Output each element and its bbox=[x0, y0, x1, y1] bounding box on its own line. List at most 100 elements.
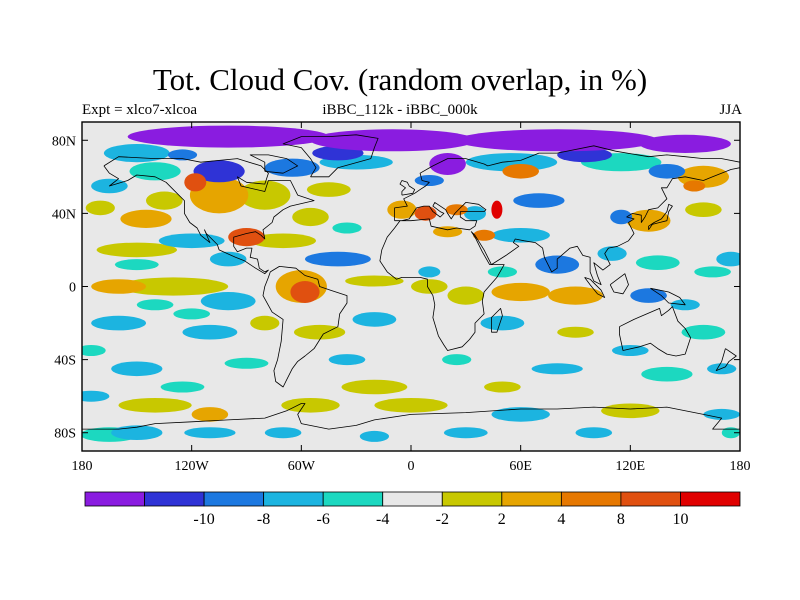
anomaly-region bbox=[182, 324, 238, 340]
anomaly-region bbox=[414, 206, 437, 221]
colorbar-swatch bbox=[84, 491, 145, 507]
colorbar-swatch bbox=[322, 491, 384, 507]
colorbar-swatch bbox=[560, 491, 622, 507]
coastline-greenland bbox=[282, 134, 379, 178]
anomaly-region bbox=[374, 398, 448, 413]
anomaly-region bbox=[491, 228, 550, 243]
colorbar-label: 4 bbox=[557, 511, 565, 528]
anomaly-region bbox=[264, 158, 320, 177]
anomaly-region bbox=[332, 222, 362, 234]
coastline-great-britain bbox=[399, 180, 416, 196]
anomaly-region bbox=[224, 357, 269, 369]
anomaly-region bbox=[445, 204, 468, 216]
colorbar-swatch bbox=[203, 491, 265, 507]
anomaly-region bbox=[82, 345, 106, 356]
anomaly-region bbox=[703, 408, 740, 420]
lat-tick-label: 40S bbox=[54, 354, 76, 369]
anomaly-region bbox=[345, 275, 404, 287]
anomaly-region bbox=[91, 315, 146, 331]
coastlines bbox=[82, 134, 740, 430]
anomaly-region bbox=[136, 299, 174, 311]
colorbar-label: -2 bbox=[436, 511, 449, 528]
anomaly-region bbox=[305, 251, 371, 267]
coastline-madagascar bbox=[491, 308, 503, 333]
anomaly-region bbox=[630, 288, 667, 303]
anomaly-field bbox=[82, 125, 740, 442]
anomaly-region bbox=[359, 430, 389, 442]
anomaly-region bbox=[610, 209, 633, 225]
anomaly-region bbox=[531, 363, 583, 375]
anomaly-region bbox=[612, 345, 649, 356]
map-title: Tot. Cloud Cov. (random overlap, in %) bbox=[152, 62, 648, 97]
anomaly-region bbox=[597, 246, 627, 261]
anomaly-region bbox=[146, 191, 183, 210]
lon-tick-label: 120W bbox=[175, 459, 210, 474]
anomaly-region bbox=[193, 160, 245, 183]
anomaly-region bbox=[209, 251, 247, 267]
anomaly-region bbox=[635, 255, 680, 270]
anomaly-region bbox=[184, 427, 236, 439]
lon-tick-label: 60W bbox=[288, 459, 316, 474]
colorbar-swatch bbox=[441, 491, 503, 507]
anomaly-region bbox=[411, 279, 448, 294]
coastline-south-america bbox=[262, 266, 348, 388]
anomaly-region bbox=[129, 162, 181, 181]
anomaly-region bbox=[575, 427, 613, 439]
anomaly-region bbox=[447, 286, 485, 305]
anomaly-region bbox=[91, 279, 146, 294]
lon-tick-label: 180 bbox=[730, 459, 751, 474]
anomaly-region bbox=[681, 324, 726, 340]
anomaly-region bbox=[118, 398, 192, 413]
anomaly-region bbox=[264, 427, 302, 439]
anomaly-region bbox=[442, 354, 472, 366]
anomaly-region bbox=[464, 206, 486, 221]
anomaly-region bbox=[685, 202, 722, 217]
anomaly-region bbox=[127, 125, 329, 148]
anomaly-region bbox=[352, 312, 397, 327]
anomaly-region bbox=[626, 209, 671, 232]
anomaly-region bbox=[114, 259, 159, 271]
anomaly-region bbox=[480, 315, 525, 331]
anomaly-region bbox=[184, 173, 207, 192]
anomaly-region bbox=[111, 425, 163, 441]
anomaly-region bbox=[294, 324, 346, 340]
lat-tick-label: 80S bbox=[54, 427, 76, 442]
anomaly-region bbox=[200, 292, 256, 311]
coastline-sumatra bbox=[584, 277, 606, 298]
anomaly-region bbox=[96, 242, 177, 258]
colorbar-swatch bbox=[263, 491, 324, 507]
anomaly-region bbox=[310, 129, 476, 152]
lat-tick-label: 40N bbox=[52, 207, 76, 222]
colorbar-label: -10 bbox=[193, 511, 214, 528]
anomaly-region bbox=[639, 134, 731, 153]
anomaly-region bbox=[191, 407, 229, 422]
coastline-baffin bbox=[249, 154, 299, 174]
anomaly-region bbox=[548, 286, 603, 305]
colorbar-label: -8 bbox=[257, 511, 270, 528]
anomaly-region bbox=[487, 266, 517, 278]
anomaly-region bbox=[601, 403, 660, 419]
colorbar: -10 -8 -6 -4 -2 2 4 8 10 bbox=[84, 491, 741, 528]
anomaly-region bbox=[683, 180, 706, 192]
anomaly-region bbox=[456, 129, 658, 152]
colorbar-label: -6 bbox=[317, 511, 330, 528]
colorbar-label: -4 bbox=[376, 511, 389, 528]
colorbar-swatch bbox=[680, 491, 741, 507]
anomaly-region bbox=[328, 354, 366, 366]
coastline-australia bbox=[619, 306, 691, 357]
anomaly-region bbox=[250, 233, 316, 249]
lat-tick-label: 80N bbox=[52, 134, 76, 149]
colorbar-label: 8 bbox=[617, 511, 625, 528]
coastline-antarctica bbox=[82, 403, 740, 430]
anomaly-region bbox=[290, 281, 320, 303]
anomaly-region bbox=[387, 200, 417, 219]
anomaly-region bbox=[513, 193, 565, 208]
anomaly-region bbox=[341, 379, 408, 395]
anomaly-region bbox=[648, 164, 686, 179]
lon-tick-label: 60E bbox=[509, 459, 532, 474]
anomaly-region bbox=[414, 175, 444, 186]
anomaly-region bbox=[103, 144, 170, 163]
anomaly-region bbox=[239, 180, 291, 210]
anomaly-region bbox=[158, 233, 225, 249]
lon-tick-label: 180 bbox=[72, 459, 93, 474]
